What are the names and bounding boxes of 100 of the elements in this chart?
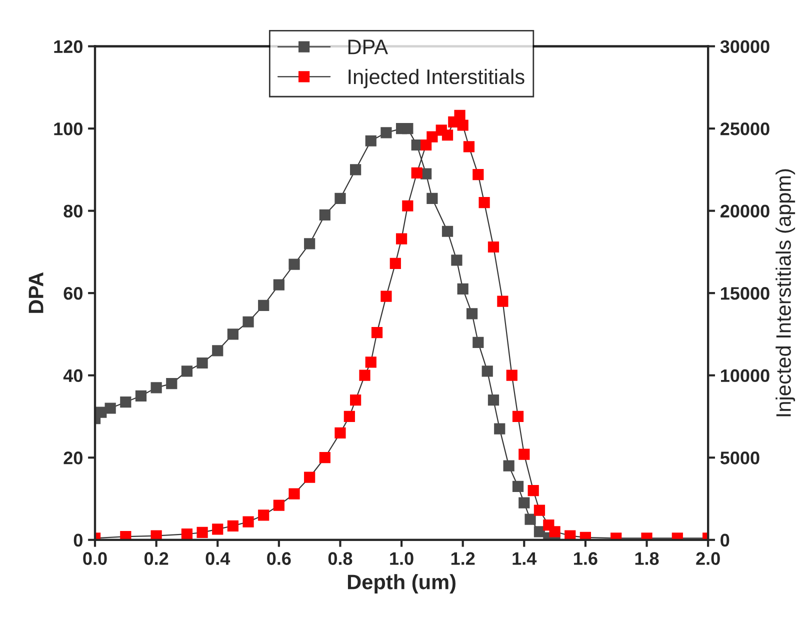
point: [442, 226, 454, 237]
point: [494, 423, 506, 434]
point: [466, 308, 478, 320]
x-tick-label: 2.0: [696, 552, 720, 565]
point: [150, 530, 162, 540]
y2-tick-label: 15000: [721, 287, 770, 300]
point: [242, 516, 254, 528]
legend-label: Injected Interstitials: [348, 68, 524, 88]
y-tick-label: 20: [64, 452, 82, 464]
y2-tick-label: 25000: [720, 122, 770, 136]
point: [120, 396, 132, 408]
x-tick-label: 0.4: [206, 552, 230, 565]
point: [258, 300, 270, 311]
point: [334, 192, 346, 204]
point: [518, 497, 530, 508]
point: [457, 120, 468, 131]
legend-label: DPA: [348, 40, 388, 54]
point: [371, 327, 383, 338]
point: [319, 452, 330, 464]
point: [390, 258, 401, 270]
point: [442, 130, 454, 141]
point: [104, 402, 116, 414]
point: [426, 192, 438, 204]
point: [472, 336, 484, 348]
x-tick-label: 0.0: [83, 552, 107, 565]
x-tick-label: 0.2: [144, 552, 168, 565]
point: [402, 122, 414, 134]
point: [334, 427, 346, 438]
point: [518, 448, 530, 460]
point: [258, 510, 270, 521]
point: [488, 241, 500, 253]
point: [457, 283, 468, 295]
point: [350, 394, 362, 406]
point: [524, 514, 536, 525]
point: [227, 520, 238, 532]
point: [344, 410, 355, 422]
point: [512, 410, 524, 422]
point: [482, 366, 493, 377]
point: [411, 167, 422, 179]
point: [304, 472, 316, 483]
point: [365, 356, 376, 368]
y2-tick-label: 10000: [721, 369, 770, 382]
point: [242, 316, 254, 328]
point: [288, 488, 300, 500]
point: [273, 500, 284, 511]
x-tick-label: 0.8: [328, 552, 352, 565]
x-axis-title: Depth (um): [348, 574, 456, 594]
point: [454, 110, 466, 121]
point: [534, 504, 546, 516]
x-tick-label: 0.6: [267, 552, 291, 565]
y-tick-label: 40: [63, 369, 82, 382]
y2-tick-label: 20000: [720, 204, 770, 218]
point: [478, 197, 490, 208]
point: [227, 328, 238, 340]
y2-tick-label: 0: [720, 534, 730, 547]
point: [181, 366, 193, 377]
point: [273, 279, 284, 290]
point: [196, 526, 208, 538]
y-tick-label: 0: [74, 534, 82, 547]
y-tick-label: 120: [54, 40, 82, 53]
point: [365, 135, 376, 146]
point: [528, 484, 539, 496]
x-tick-label: 1.2: [451, 552, 475, 565]
point: [359, 370, 370, 381]
x-tick-label: 1.4: [512, 552, 537, 565]
point: [488, 394, 500, 406]
point: [380, 127, 392, 138]
point: [549, 526, 560, 538]
point: [426, 131, 438, 142]
y2-axis-title: Injected Interstitials (appm): [776, 169, 796, 416]
y-tick-label: 100: [54, 122, 82, 136]
point: [380, 290, 392, 302]
point: [166, 378, 178, 390]
point: [503, 460, 514, 472]
point: [451, 254, 462, 266]
point: [181, 528, 193, 540]
point: [512, 480, 524, 492]
point: [350, 164, 362, 176]
point: [304, 238, 316, 250]
y-tick-label: 60: [64, 287, 82, 300]
x-tick-label: 1.0: [390, 552, 414, 565]
point: [212, 524, 224, 535]
point: [150, 382, 162, 394]
point: [196, 357, 208, 369]
point: [497, 296, 508, 307]
point: [463, 141, 475, 152]
point: [288, 258, 300, 270]
x-tick-label: 1.8: [635, 552, 659, 565]
point: [319, 209, 330, 220]
point: [472, 169, 484, 180]
point: [402, 200, 414, 212]
point: [564, 530, 576, 540]
x-tick-label: 1.6: [574, 552, 598, 565]
point: [506, 370, 518, 381]
y-tick-label: 80: [64, 204, 82, 218]
y2-tick-label: 30000: [720, 40, 770, 54]
y-axis-title: DPA: [28, 272, 44, 313]
point: [120, 531, 132, 540]
point: [212, 345, 224, 356]
y2-tick-label: 5000: [720, 452, 760, 464]
